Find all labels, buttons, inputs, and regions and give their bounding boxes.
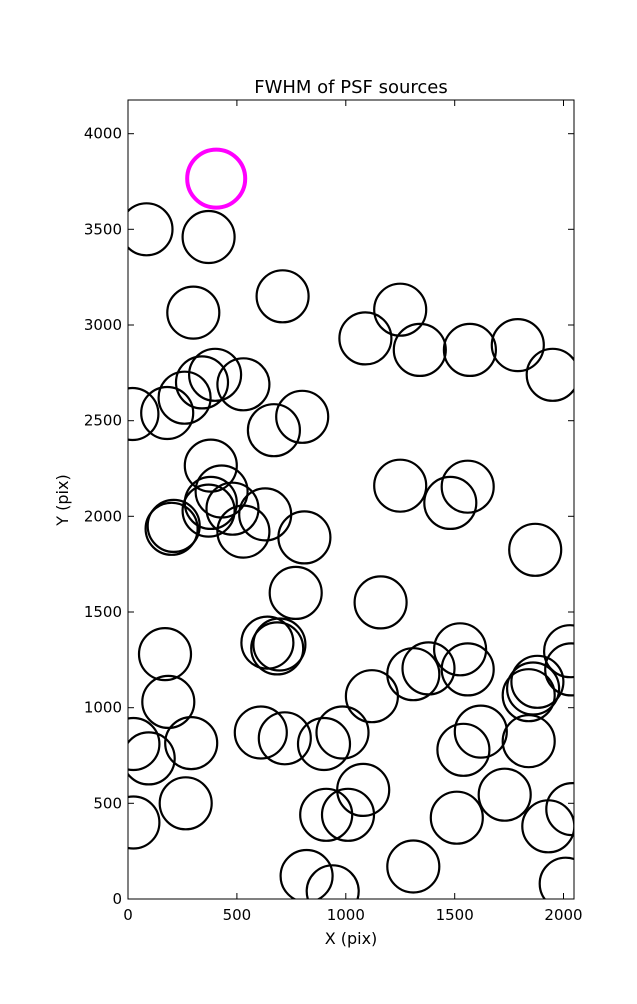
source-marker: [174, 355, 230, 410]
source-marker: [433, 622, 488, 677]
source-marker: [373, 282, 428, 337]
source-marker: [305, 864, 360, 899]
source-marker: [128, 202, 174, 257]
source-marker: [353, 575, 408, 630]
source-marker: [525, 347, 574, 402]
source-marker: [128, 386, 160, 442]
x-tick-label: 1000: [327, 906, 365, 924]
source-marker: [257, 711, 312, 766]
source-marker: [188, 347, 243, 402]
source-marker: [477, 767, 532, 822]
source-marker: [140, 385, 195, 441]
markers-layer: [128, 147, 574, 899]
source-marker: [181, 209, 236, 265]
source-marker: [442, 322, 497, 377]
source-marker: [252, 617, 307, 672]
y-tick-label: 3000: [84, 316, 122, 334]
source-marker: [440, 459, 495, 514]
source-marker: [436, 722, 491, 777]
source-marker: [440, 642, 495, 697]
y-axis-label: Y (pix): [53, 474, 72, 526]
source-marker: [453, 704, 508, 759]
source-marker: [128, 716, 161, 772]
source-marker: [181, 483, 236, 538]
source-marker: [216, 357, 271, 412]
x-axis-label: X (pix): [325, 929, 378, 948]
source-marker: [216, 504, 271, 559]
source-marker: [279, 848, 334, 899]
source-marker: [144, 501, 199, 556]
y-tick-label: 2000: [84, 507, 122, 525]
source-marker: [538, 856, 574, 899]
source-marker: [166, 285, 221, 340]
source-marker: [320, 787, 376, 842]
source-marker: [255, 269, 310, 324]
source-marker: [510, 654, 565, 709]
source-marker: [164, 715, 219, 771]
x-tick-label: 1500: [436, 906, 474, 924]
source-marker: [128, 795, 161, 850]
source-marker: [423, 475, 478, 530]
source-marker: [545, 782, 574, 837]
y-tick-label: 4000: [84, 125, 122, 143]
source-marker: [501, 714, 556, 769]
source-marker: [268, 565, 323, 621]
y-tick-label: 2500: [84, 412, 122, 430]
source-marker: [543, 624, 574, 679]
y-tick-label: 0: [112, 890, 122, 908]
source-marker: [501, 668, 556, 723]
plot-frame: [127, 99, 575, 900]
source-marker: [146, 498, 201, 554]
x-tick-label: 500: [223, 906, 252, 924]
highlighted-source-marker: [185, 147, 248, 210]
source-marker: [336, 762, 391, 818]
source-marker: [344, 669, 399, 724]
axes-layer: 0 500 1000 1500 2000 0 500 1000 1500 2000 2500 3000…: [84, 100, 583, 924]
source-marker: [128, 731, 176, 786]
y-tick-label: 3500: [84, 220, 122, 238]
source-marker: [141, 674, 196, 730]
x-tick-label: 2000: [544, 906, 582, 924]
y-tick-label: 500: [93, 794, 122, 812]
x-tick-label: 0: [123, 906, 133, 924]
source-marker: [373, 458, 428, 513]
source-marker: [299, 787, 354, 842]
source-marker: [137, 626, 193, 682]
source-marker: [183, 438, 238, 493]
source-marker: [429, 790, 484, 845]
source-marker: [250, 621, 305, 676]
y-tick-label: 1500: [84, 603, 122, 621]
source-marker: [490, 318, 545, 373]
source-marker: [392, 322, 447, 377]
source-marker: [205, 481, 260, 536]
source-marker: [296, 716, 352, 772]
source-marker: [246, 403, 301, 458]
source-marker: [277, 510, 332, 565]
source-marker: [508, 522, 563, 577]
source-marker: [233, 705, 288, 760]
y-tick-label: 1000: [84, 699, 122, 717]
source-marker: [544, 642, 574, 697]
source-marker: [315, 705, 370, 760]
source-marker: [338, 311, 393, 366]
source-marker: [386, 839, 441, 894]
source-marker: [275, 389, 330, 444]
source-marker: [158, 776, 213, 831]
source-marker: [157, 370, 212, 425]
chart-title: FWHM of PSF sources: [254, 77, 448, 98]
